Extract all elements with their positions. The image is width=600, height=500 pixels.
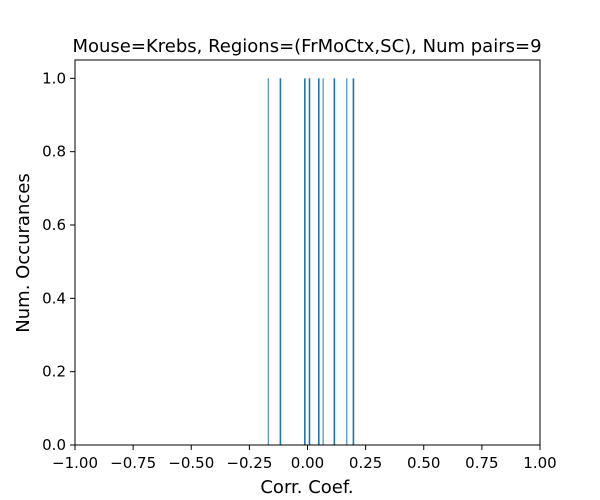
histogram-bar [317,78,320,445]
chart-title: Mouse=Krebs, Regions=(FrMoCtx,SC), Num p… [72,36,541,57]
histogram-bar [346,78,348,445]
bars-group [267,78,355,445]
histogram-bar [279,78,282,445]
histogram-bar [304,78,306,445]
x-tick-label: −0.50 [168,454,214,472]
x-tick-label: 0.50 [407,454,440,472]
y-tick-label: 0.4 [42,289,66,307]
plot-frame [74,59,541,446]
y-ticks-group: 0.0 0.2 0.4 0.6 0.8 1.0 [42,69,75,454]
histogram-bar [352,78,355,445]
y-axis-label: Num. Occurances [13,173,34,332]
x-tick-label: 0.75 [465,454,498,472]
histogram-bar [333,78,336,445]
x-tick-label: 0.25 [349,454,382,472]
y-tick-label: 1.0 [42,69,66,87]
y-tick-label: 0.2 [42,363,66,381]
x-axis-label: Corr. Coef. [260,477,353,498]
histogram-bar [267,78,269,445]
histogram-bar [308,78,311,445]
x-tick-label: −0.25 [226,454,272,472]
x-ticks-group: −1.00 −0.75 −0.50 −0.25 0.00 0.25 0.50 0.75 1.00 [52,445,557,472]
y-tick-label: 0.8 [42,143,66,161]
y-tick-label: 0.0 [42,436,66,454]
x-tick-label: 0.00 [291,454,324,472]
x-tick-label: 1.00 [523,454,556,472]
y-tick-label: 0.6 [42,216,66,234]
x-tick-label: −0.75 [110,454,156,472]
x-tick-label: −1.00 [52,454,98,472]
histogram-bar [322,78,324,445]
